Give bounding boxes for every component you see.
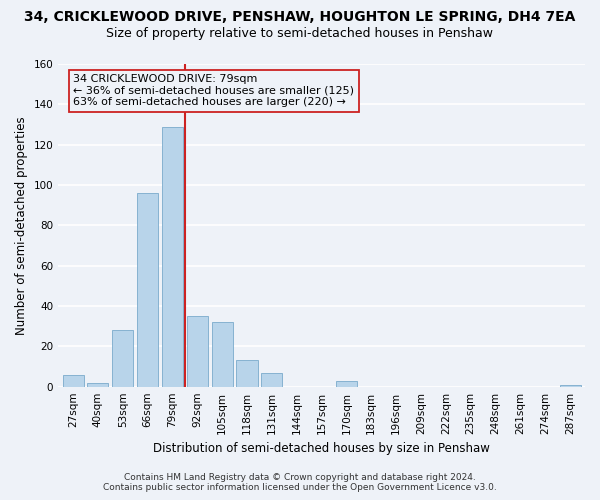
Bar	[560, 384, 581, 386]
Text: 34, CRICKLEWOOD DRIVE, PENSHAW, HOUGHTON LE SPRING, DH4 7EA: 34, CRICKLEWOOD DRIVE, PENSHAW, HOUGHTON…	[25, 10, 575, 24]
X-axis label: Distribution of semi-detached houses by size in Penshaw: Distribution of semi-detached houses by …	[153, 442, 490, 455]
Bar	[236, 360, 257, 386]
Bar	[62, 374, 83, 386]
Bar	[336, 380, 357, 386]
Bar	[262, 372, 283, 386]
Text: Contains HM Land Registry data © Crown copyright and database right 2024.
Contai: Contains HM Land Registry data © Crown c…	[103, 473, 497, 492]
Bar	[88, 382, 109, 386]
Y-axis label: Number of semi-detached properties: Number of semi-detached properties	[15, 116, 28, 334]
Text: Size of property relative to semi-detached houses in Penshaw: Size of property relative to semi-detach…	[107, 28, 493, 40]
Bar	[187, 316, 208, 386]
Bar	[212, 322, 233, 386]
Text: 34 CRICKLEWOOD DRIVE: 79sqm
← 36% of semi-detached houses are smaller (125)
63% : 34 CRICKLEWOOD DRIVE: 79sqm ← 36% of sem…	[73, 74, 355, 108]
Bar	[112, 330, 133, 386]
Bar	[162, 126, 183, 386]
Bar	[137, 193, 158, 386]
